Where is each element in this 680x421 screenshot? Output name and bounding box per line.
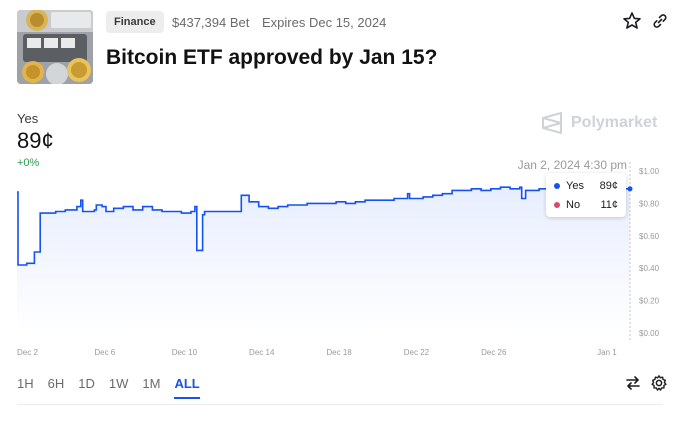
range-tab-1h[interactable]: 1H — [17, 376, 34, 391]
outcome-price: 89¢ — [17, 128, 54, 153]
x-tick-label: Dec 22 — [404, 348, 430, 357]
price-chart[interactable]: Jan 2, 2024 4:30 pm $1.00 $0.80 $0.60 $0.40… — [0, 150, 680, 360]
hover-timestamp: Jan 2, 2024 4:30 pm — [518, 158, 627, 172]
bitcoin-coins-image — [17, 10, 93, 84]
range-tab-1w[interactable]: 1W — [108, 376, 129, 391]
x-tick-label: Jan 1 — [597, 348, 617, 357]
series-line-yes — [17, 186, 630, 266]
y-tick-label: $0.60 — [639, 232, 660, 241]
polymarket-logo-icon — [542, 112, 562, 134]
time-range-tabs: 1H 6H 1D 1W 1M ALL — [17, 376, 214, 399]
gear-icon[interactable] — [650, 374, 668, 392]
tooltip-row-no: No 11¢ — [554, 197, 618, 213]
x-tick-label: Dec 26 — [481, 348, 507, 357]
x-tick-label: Dec 2 — [17, 348, 38, 357]
series-endpoint-dot — [627, 186, 633, 192]
range-tab-all[interactable]: ALL — [174, 376, 200, 399]
bottom-divider — [17, 404, 663, 405]
x-tick-label: Dec 14 — [249, 348, 275, 357]
star-icon[interactable] — [622, 11, 642, 31]
market-thumbnail — [17, 10, 93, 84]
tooltip-yes-label: Yes — [566, 180, 584, 192]
tooltip-no-label: No — [566, 199, 581, 211]
y-tick-label: $0.80 — [639, 199, 660, 208]
range-tab-1m[interactable]: 1M — [142, 376, 161, 391]
expiry-text: Expires Dec 15, 2024 — [262, 15, 387, 30]
tooltip-yes-value: 89¢ — [599, 180, 618, 192]
outcome-label: Yes — [17, 111, 39, 126]
brand-watermark: Polymarket — [541, 112, 657, 134]
yes-dot-icon — [554, 183, 560, 189]
range-tab-1d[interactable]: 1D — [78, 376, 95, 391]
y-tick-label: $1.00 — [639, 167, 660, 176]
category-badge[interactable]: Finance — [106, 11, 164, 33]
tooltip-no-value: 11¢ — [600, 199, 618, 211]
x-tick-label: Dec 6 — [94, 348, 115, 357]
y-tick-label: $0.20 — [639, 297, 660, 306]
hover-tooltip: Yes 89¢ No 11¢ — [546, 173, 626, 217]
range-tab-6h[interactable]: 6H — [47, 376, 65, 391]
swap-arrows-icon[interactable] — [624, 374, 642, 392]
link-icon[interactable] — [650, 11, 670, 31]
market-title: Bitcoin ETF approved by Jan 15? — [106, 46, 438, 69]
volume-text: $437,394 Bet — [172, 15, 250, 30]
series-area-yes — [17, 187, 630, 333]
tooltip-row-yes: Yes 89¢ — [554, 178, 618, 194]
no-dot-icon — [554, 202, 560, 208]
x-tick-label: Dec 18 — [326, 348, 352, 357]
y-tick-label: $0.40 — [639, 264, 660, 273]
x-tick-label: Dec 10 — [172, 348, 198, 357]
price-change: +0% — [17, 157, 40, 169]
brand-name: Polymarket — [571, 114, 658, 131]
y-tick-label: $0.00 — [639, 329, 660, 338]
